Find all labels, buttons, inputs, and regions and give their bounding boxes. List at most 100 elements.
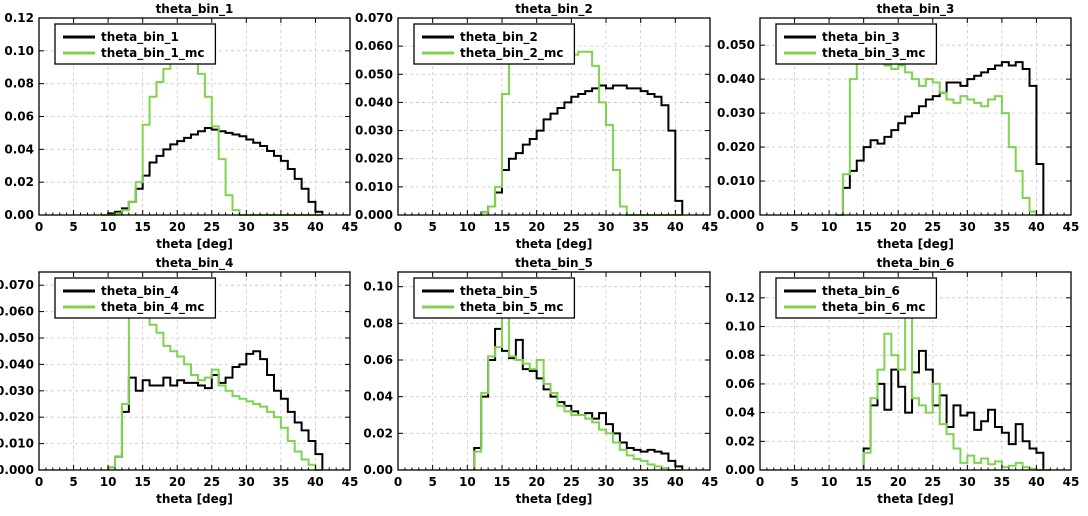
- x-tick-label: 0: [394, 220, 402, 234]
- x-tick-label: 20: [890, 220, 907, 234]
- y-tick-label: 0.010: [0, 437, 34, 451]
- x-tick-label: 5: [428, 475, 436, 489]
- x-tick-label: 35: [273, 220, 290, 234]
- x-tick-label: 0: [756, 475, 764, 489]
- x-tick-label: 20: [169, 475, 186, 489]
- series-line-theta_bin_4_mc: [107, 302, 323, 471]
- x-tick-label: 20: [890, 475, 907, 489]
- y-tick-label: 0.010: [717, 174, 755, 188]
- x-tick-label: 20: [169, 220, 186, 234]
- y-tick-label: 0.02: [725, 434, 755, 448]
- x-tick-label: 35: [632, 220, 649, 234]
- x-tick-label: 10: [100, 220, 117, 234]
- x-tick-label: 30: [598, 475, 615, 489]
- x-tick-label: 45: [702, 220, 719, 234]
- x-tick-label: 15: [494, 475, 511, 489]
- y-tick-label: 0.08: [4, 77, 34, 91]
- x-tick-label: 40: [667, 220, 684, 234]
- x-axis-label: theta [deg]: [877, 237, 954, 251]
- x-tick-label: 35: [994, 475, 1011, 489]
- y-tick-label: 0.030: [717, 106, 755, 120]
- x-tick-label: 30: [238, 220, 255, 234]
- y-tick-label: 0.020: [0, 410, 34, 424]
- legend-box: [775, 277, 938, 319]
- x-tick-label: 40: [1028, 220, 1045, 234]
- legend-label: theta_bin_3: [822, 30, 900, 45]
- legend-label: theta_bin_2_mc: [460, 46, 563, 61]
- y-tick-label: 0.070: [355, 11, 393, 25]
- series-line-theta_bin_1: [101, 126, 324, 216]
- y-tick-label: 0.060: [0, 305, 34, 319]
- plot-frame: [397, 17, 711, 216]
- legend-label: theta_bin_5: [460, 284, 538, 299]
- series-line-theta_bin_6: [862, 349, 1051, 471]
- x-tick-label: 0: [756, 220, 764, 234]
- x-tick-label: 5: [428, 220, 436, 234]
- y-tick-label: 0.020: [717, 140, 755, 154]
- x-tick-label: 25: [924, 475, 941, 489]
- x-tick-label: 25: [203, 220, 220, 234]
- series-line-theta_bin_2: [474, 84, 684, 216]
- legend-label: theta_bin_3_mc: [822, 46, 925, 61]
- series-line-theta_bin_5: [473, 327, 684, 470]
- legend-label: theta_bin_5_mc: [460, 300, 563, 315]
- y-tick-label: 0.050: [0, 331, 34, 345]
- legend-label: theta_bin_6_mc: [822, 300, 925, 315]
- x-tick-label: 45: [702, 475, 719, 489]
- x-tick-label: 45: [342, 220, 359, 234]
- legend-box: [54, 23, 217, 65]
- y-tick-label: 0.08: [725, 348, 755, 362]
- x-tick-label: 5: [790, 475, 798, 489]
- x-tick-label: 5: [69, 220, 77, 234]
- chart-title: theta_bin_5: [515, 256, 593, 271]
- x-tick-label: 30: [598, 220, 615, 234]
- legend-label: theta_bin_2: [460, 30, 538, 45]
- x-tick-label: 15: [855, 220, 872, 234]
- chart-title: theta_bin_6: [877, 256, 955, 271]
- y-tick-label: 0.000: [355, 208, 393, 222]
- x-tick-label: 35: [632, 475, 649, 489]
- legend-box: [413, 23, 576, 65]
- x-tick-label: 25: [924, 220, 941, 234]
- x-axis-label: theta [deg]: [516, 237, 593, 251]
- x-tick-label: 10: [459, 220, 476, 234]
- legend-box: [413, 277, 576, 319]
- legend-label: theta_bin_4_mc: [101, 300, 204, 315]
- x-tick-label: 15: [855, 475, 872, 489]
- plot-frame: [759, 271, 1072, 471]
- chart-title: theta_bin_2: [515, 2, 593, 17]
- y-tick-label: 0.040: [717, 72, 755, 86]
- chart-panel-2: 0 5 10 15 20 25 30 35 40 45 0.000 0.010 0.020 0.030 0.…: [355, 2, 718, 251]
- x-tick-label: 45: [1063, 475, 1080, 489]
- plot-frame: [38, 271, 351, 471]
- x-tick-label: 10: [821, 475, 838, 489]
- x-tick-label: 10: [459, 475, 476, 489]
- chart-panel-5: 0 5 10 15 20 25 30 35 40 45 0.00 0.02 0.04 0.06 0.08 0.…: [363, 256, 718, 506]
- y-tick-label: 0.02: [363, 426, 393, 440]
- y-tick-label: 0.10: [363, 280, 393, 294]
- y-tick-label: 0.000: [0, 463, 34, 477]
- y-tick-label: 0.10: [4, 44, 34, 58]
- y-tick-label: 0.04: [725, 406, 755, 420]
- y-tick-label: 0.060: [355, 39, 393, 53]
- y-tick-label: 0.08: [363, 316, 393, 330]
- x-tick-label: 15: [134, 220, 151, 234]
- x-tick-label: 20: [528, 220, 545, 234]
- series-line-theta_bin_6_mc: [862, 311, 1051, 471]
- y-tick-label: 0.040: [355, 95, 393, 109]
- y-tick-label: 0.00: [4, 208, 34, 222]
- y-tick-label: 0.00: [725, 463, 755, 477]
- y-tick-label: 0.020: [355, 152, 393, 166]
- y-tick-label: 0.04: [4, 142, 34, 156]
- x-tick-label: 15: [134, 475, 151, 489]
- series-line-theta_bin_5_mc: [473, 313, 683, 471]
- chart-panel-3: 0 5 10 15 20 25 30 35 40 45 0.000 0.010 0.020 0.030 0.…: [717, 2, 1079, 251]
- y-tick-label: 0.030: [0, 384, 34, 398]
- x-tick-label: 20: [528, 475, 545, 489]
